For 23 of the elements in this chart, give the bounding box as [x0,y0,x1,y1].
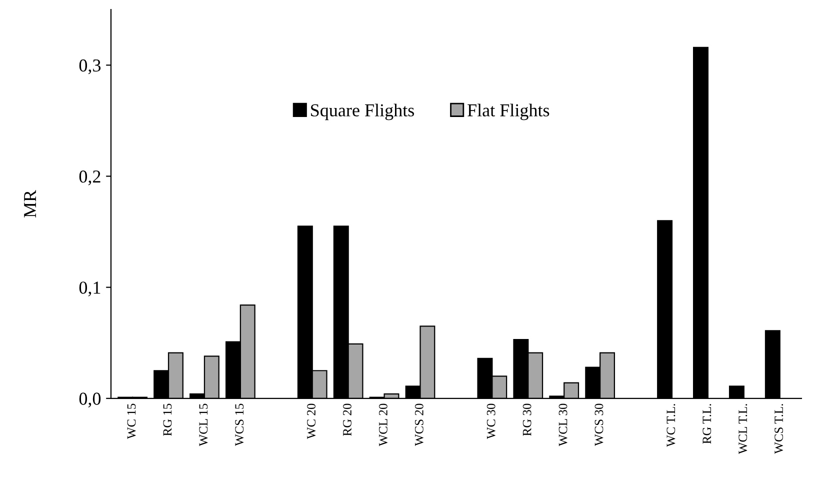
y-tick-label: 0,3 [79,59,101,74]
x-tick-label: WC 15 [127,404,136,440]
y-tick-label: 0,1 [79,282,100,296]
x-tick-label: WCS 15 [235,404,244,446]
x-tick-label: WC 30 [486,404,496,440]
y-axis-title: MR [24,190,36,218]
x-tick-label: WCS 20 [414,404,424,446]
x-tick-label: RG 15 [163,404,172,436]
x-tick-label: RG 30 [522,404,532,436]
x-tick-label: RG 20 [343,404,352,436]
x-tick-label: WC 20 [307,404,316,440]
x-tick-label: WCS 30 [594,404,604,446]
x-tick-label: WCL 30 [558,404,568,446]
legend-label: Flat Flights [468,104,550,120]
x-tick-label: WCL T.L. [738,404,748,454]
x-tick-label: WC T.L. [666,404,676,447]
y-tick-label: 0,0 [79,392,101,408]
x-tick-label: WCL 15 [199,404,208,446]
x-tick-label: RG T.L. [702,404,712,444]
x-tick-label: WCS T.L. [774,404,784,454]
x-tick-label: WCL 20 [378,404,388,446]
y-tick-label: 0,2 [79,170,100,186]
legend-label: Square Flights [311,104,414,120]
